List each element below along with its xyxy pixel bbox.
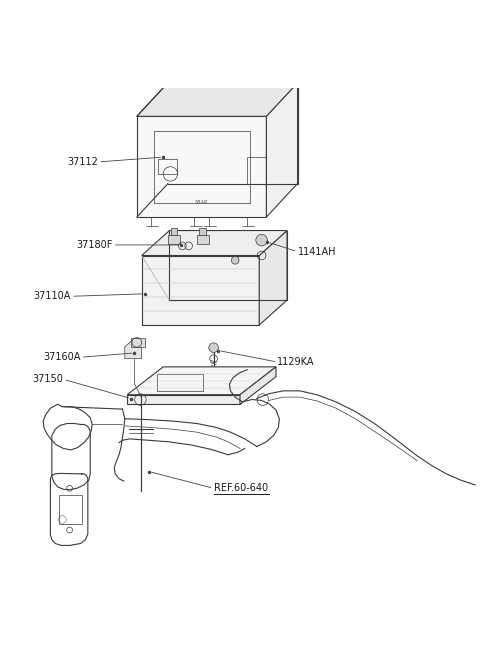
Polygon shape [125,341,142,359]
Bar [168,234,180,244]
Polygon shape [137,117,266,217]
Text: REF.60-640: REF.60-640 [214,483,268,493]
Text: 37112: 37112 [68,157,98,167]
Text: 37180F: 37180F [76,240,113,250]
Polygon shape [266,83,298,217]
Circle shape [231,257,239,264]
Bar [247,157,266,183]
Bar [197,234,208,244]
Bar [181,231,189,240]
Polygon shape [127,367,276,395]
Polygon shape [142,255,259,325]
Bar [157,374,203,390]
Polygon shape [137,83,298,117]
Bar [131,338,145,346]
Bar [170,228,177,234]
Bar [158,159,177,174]
Circle shape [256,234,267,246]
Polygon shape [142,231,287,255]
Text: SBAR: SBAR [195,200,208,205]
Text: 37110A: 37110A [34,291,71,301]
Text: 1129KA: 1129KA [277,357,315,367]
Text: 1141AH: 1141AH [298,247,336,257]
Polygon shape [127,395,240,405]
Bar [175,240,194,252]
Text: 37160A: 37160A [43,352,81,362]
Bar [199,228,206,234]
Polygon shape [259,231,287,325]
Bar [59,495,82,524]
Polygon shape [240,367,276,405]
Circle shape [209,343,218,352]
Text: 37150: 37150 [33,375,63,384]
